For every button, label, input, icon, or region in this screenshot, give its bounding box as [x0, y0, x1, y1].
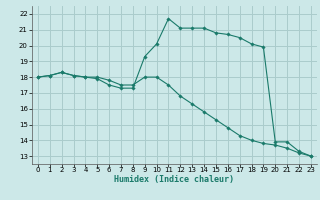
X-axis label: Humidex (Indice chaleur): Humidex (Indice chaleur) — [115, 175, 234, 184]
